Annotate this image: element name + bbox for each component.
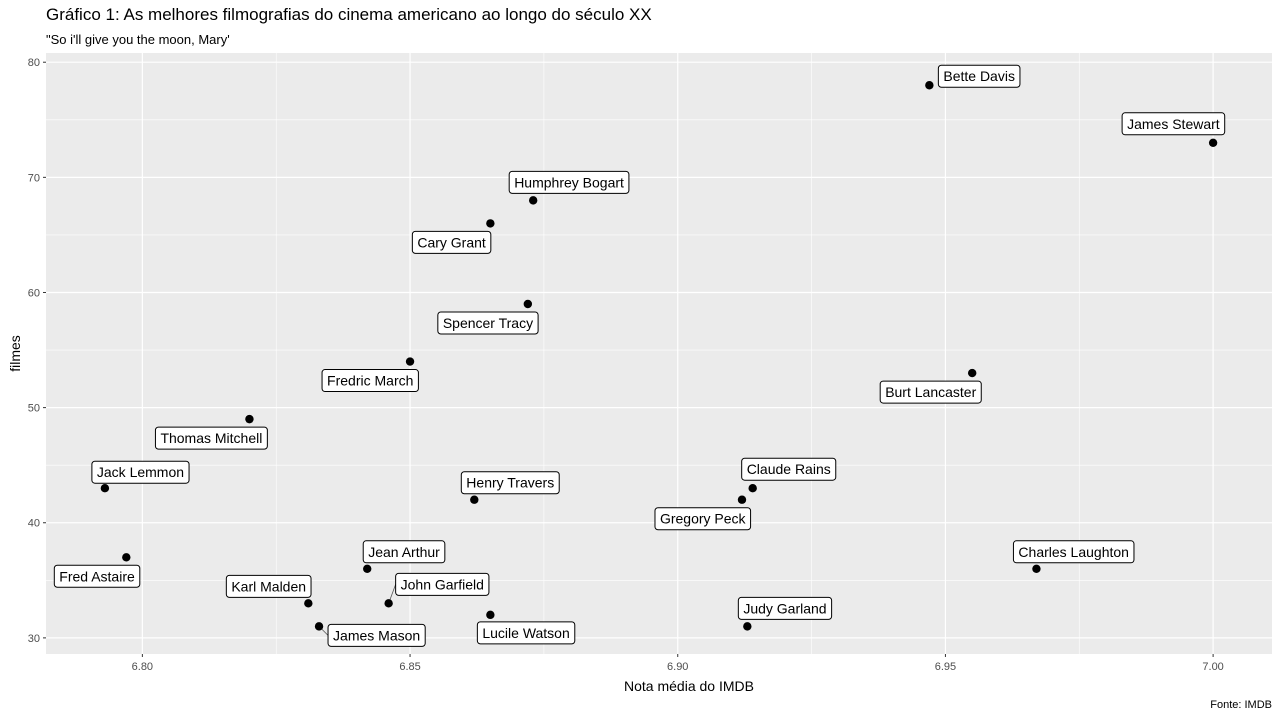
point-label-box [879, 380, 982, 404]
point-label: Humphrey Bogart [514, 174, 624, 190]
point-label-box [737, 596, 833, 620]
data-point [1032, 564, 1041, 574]
point-label-box [460, 471, 560, 495]
point-label-box [508, 170, 630, 194]
point-label-box [225, 574, 312, 598]
point-label-box [1121, 112, 1226, 136]
data-point [100, 484, 110, 493]
point-label-box [437, 311, 539, 335]
point-label: Jack Lemmon [97, 464, 184, 480]
data-point [528, 196, 538, 205]
point-label: Charles Laughton [1018, 544, 1129, 560]
data-point [470, 495, 479, 504]
data-point [967, 368, 977, 378]
point-label-box [321, 369, 419, 393]
data-point [245, 414, 254, 424]
point-label: Spencer Tracy [443, 315, 533, 331]
point-label: Thomas Mitchell [160, 430, 262, 446]
x-axis-title: Nota média do IMDB [624, 678, 754, 694]
x-tick-label: 6.80 [132, 661, 153, 673]
point-label: Bette Davis [943, 68, 1015, 84]
x-tick-label: 6.85 [399, 661, 420, 673]
data-point [122, 553, 131, 562]
point-label-box [53, 564, 141, 588]
point-label-box [411, 230, 492, 254]
data-point [314, 622, 324, 631]
y-tick-label: 30 [28, 633, 40, 645]
data-point [523, 299, 533, 309]
x-tick-label: 6.90 [667, 661, 688, 673]
data-point [486, 610, 495, 620]
point-label-box [327, 623, 426, 647]
chart-caption: Fonte: IMDB [1210, 699, 1272, 711]
point-label: James Mason [333, 627, 420, 643]
point-label: Claude Rains [747, 461, 831, 477]
chart-subtitle: "So i'll give you the moon, Mary' [46, 32, 230, 47]
point-label: Karl Malden [231, 578, 306, 594]
data-point [743, 622, 752, 631]
point-label: Cary Grant [417, 234, 486, 250]
point-label: Fred Astaire [59, 568, 135, 584]
point-label: Fredric March [327, 373, 413, 389]
x-tick-label: 6.95 [935, 661, 956, 673]
point-label-box [476, 621, 576, 645]
data-point [486, 219, 495, 228]
y-tick-label: 70 [28, 172, 40, 184]
y-axis-title: filmes [7, 335, 23, 372]
point-label-box [1012, 540, 1135, 564]
y-tick-label: 80 [28, 57, 40, 69]
point-label-box [91, 460, 190, 484]
point-label-box [741, 457, 837, 481]
data-point [405, 357, 415, 366]
point-label: John Garfield [401, 576, 484, 592]
point-label: James Stewart [1127, 116, 1220, 132]
data-point [925, 81, 934, 90]
point-label: Lucile Watson [482, 625, 569, 641]
y-tick-label: 40 [28, 518, 40, 530]
point-label: Burt Lancaster [885, 384, 976, 400]
x-tick-label: 7.00 [1202, 661, 1223, 673]
data-point [737, 495, 747, 504]
point-label: Jean Arthur [368, 544, 440, 560]
data-point [1208, 138, 1218, 148]
point-label-box [154, 426, 268, 450]
data-point [748, 484, 757, 493]
y-tick-label: 60 [28, 287, 40, 299]
point-label-box [395, 572, 490, 596]
y-tick-label: 50 [28, 403, 40, 415]
plot-panel [46, 53, 1272, 654]
chart-title: Gráfico 1: As melhores filmografias do c… [46, 5, 652, 24]
point-label-box [937, 64, 1021, 88]
data-point [384, 599, 393, 608]
data-point [304, 599, 313, 608]
point-label: Henry Travers [466, 475, 554, 491]
point-label-box [654, 507, 752, 531]
point-label-box [362, 540, 446, 564]
point-label: Gregory Peck [660, 511, 747, 527]
data-point [363, 564, 372, 574]
point-label: Judy Garland [743, 600, 826, 616]
